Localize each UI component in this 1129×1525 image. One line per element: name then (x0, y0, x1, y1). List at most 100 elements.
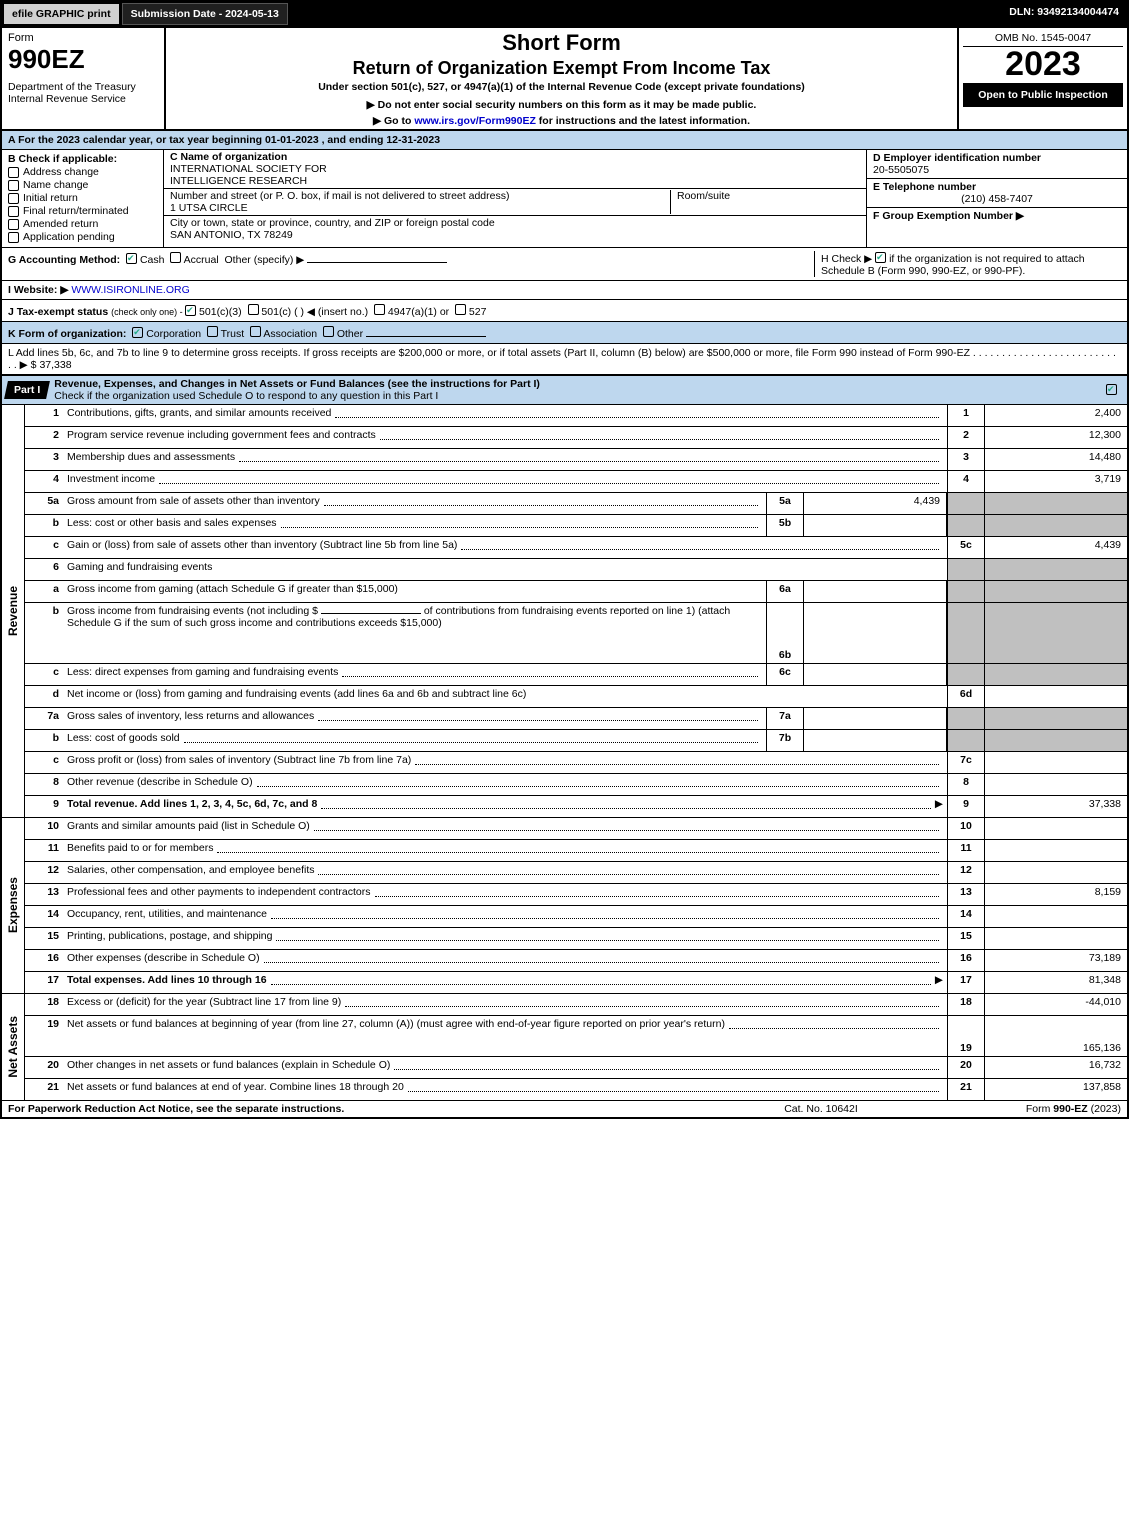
line-15: 15Printing, publications, postage, and s… (25, 928, 1127, 950)
ck-amended[interactable]: Amended return (8, 218, 157, 230)
ck-accrual[interactable] (170, 252, 181, 263)
ck-cash[interactable] (126, 253, 137, 264)
dln: DLN: 93492134004474 (1001, 2, 1127, 26)
section-c: C Name of organization INTERNATIONAL SOC… (164, 150, 867, 247)
expenses-section: Expenses 10Grants and similar amounts pa… (2, 818, 1127, 994)
k-label: K Form of organization: (8, 328, 126, 340)
ck-501c[interactable] (248, 304, 259, 315)
footer-right: Form 990-EZ (2023) (921, 1103, 1121, 1115)
line-13: 13Professional fees and other payments t… (25, 884, 1127, 906)
line-6d: dNet income or (loss) from gaming and fu… (25, 686, 1127, 708)
line-17: 17Total expenses. Add lines 10 through 1… (25, 972, 1127, 993)
ck-final-return[interactable]: Final return/terminated (8, 205, 157, 217)
line-11: 11Benefits paid to or for members11 (25, 840, 1127, 862)
subtitle: Return of Organization Exempt From Incom… (172, 58, 951, 79)
efile-print-button[interactable]: efile GRAPHIC print (3, 3, 120, 25)
line-2: 2Program service revenue including gover… (25, 427, 1127, 449)
gross-receipts: 37,338 (39, 359, 71, 371)
footer-cat: Cat. No. 10642I (721, 1103, 921, 1115)
form-page: efile GRAPHIC print Submission Date - 20… (0, 0, 1129, 1119)
city: SAN ANTONIO, TX 78249 (170, 229, 860, 241)
d-label: D Employer identification number (873, 152, 1121, 164)
line-6c: cLess: direct expenses from gaming and f… (25, 664, 1127, 686)
dept: Department of the Treasury (8, 81, 158, 93)
ck-4947[interactable] (374, 304, 385, 315)
title: Short Form (172, 30, 951, 56)
row-gh: G Accounting Method: Cash Accrual Other … (2, 248, 1127, 281)
row-l: L Add lines 5b, 6c, and 7b to line 9 to … (2, 344, 1127, 375)
line-20: 20Other changes in net assets or fund ba… (25, 1057, 1127, 1079)
row-j: J Tax-exempt status (check only one) - 5… (2, 300, 1127, 322)
part1-header: Part I Revenue, Expenses, and Changes in… (2, 375, 1127, 405)
city-label: City or town, state or province, country… (170, 217, 860, 229)
footer: For Paperwork Reduction Act Notice, see … (2, 1100, 1127, 1117)
tax-year: 2023 (963, 47, 1123, 81)
room-suite-label: Room/suite (670, 190, 797, 214)
part1-title: Revenue, Expenses, and Changes in Net As… (54, 378, 1106, 402)
header-left: Form 990EZ Department of the Treasury In… (2, 28, 166, 129)
row-i: I Website: ▶ WWW.ISIRONLINE.ORG (2, 281, 1127, 300)
open-public: Open to Public Inspection (963, 83, 1123, 107)
org-name-2: INTELLIGENCE RESEARCH (170, 175, 860, 187)
ck-app-pending[interactable]: Application pending (8, 231, 157, 243)
form-number: 990EZ (8, 44, 158, 75)
line-6b: bGross income from fundraising events (n… (25, 603, 1127, 664)
part1-label: Part I (4, 381, 50, 399)
netassets-label: Net Assets (2, 994, 25, 1100)
irs: Internal Revenue Service (8, 93, 158, 105)
phone: (210) 458-7407 (873, 193, 1121, 205)
line-3: 3Membership dues and assessments314,480 (25, 449, 1127, 471)
ck-name-change[interactable]: Name change (8, 179, 157, 191)
ck-schedule-b[interactable] (875, 252, 886, 263)
header: Form 990EZ Department of the Treasury In… (2, 28, 1127, 131)
ck-corp[interactable] (132, 327, 143, 338)
under-section: Under section 501(c), 527, or 4947(a)(1)… (172, 81, 951, 93)
line-5b: bLess: cost or other basis and sales exp… (25, 515, 1127, 537)
topbar: efile GRAPHIC print Submission Date - 20… (2, 2, 1127, 28)
row-bcdef: B Check if applicable: Address change Na… (2, 150, 1127, 248)
ck-initial-return[interactable]: Initial return (8, 192, 157, 204)
street: 1 UTSA CIRCLE (170, 202, 670, 214)
ck-other[interactable] (323, 326, 334, 337)
e-label: E Telephone number (873, 181, 1121, 193)
form-word: Form (8, 32, 158, 44)
line-8: 8Other revenue (describe in Schedule O)8 (25, 774, 1127, 796)
g-label: G Accounting Method: (8, 254, 120, 266)
section-b: B Check if applicable: Address change Na… (2, 150, 164, 247)
ck-assoc[interactable] (250, 326, 261, 337)
line-9: 9Total revenue. Add lines 1, 2, 3, 4, 5c… (25, 796, 1127, 817)
website-link[interactable]: WWW.ISIRONLINE.ORG (71, 284, 189, 296)
f-label: F Group Exemption Number ▶ (873, 210, 1121, 222)
ck-trust[interactable] (207, 326, 218, 337)
c-label: C Name of organization (170, 151, 860, 163)
line-14: 14Occupancy, rent, utilities, and mainte… (25, 906, 1127, 928)
revenue-section: Revenue 1Contributions, gifts, grants, a… (2, 405, 1127, 818)
org-name-1: INTERNATIONAL SOCIETY FOR (170, 163, 860, 175)
row-k: K Form of organization: Corporation Trus… (2, 322, 1127, 344)
i-label: I Website: ▶ (8, 284, 68, 296)
footer-left: For Paperwork Reduction Act Notice, see … (8, 1103, 721, 1115)
line-12: 12Salaries, other compensation, and empl… (25, 862, 1127, 884)
line-10: 10Grants and similar amounts paid (list … (25, 818, 1127, 840)
line-16: 16Other expenses (describe in Schedule O… (25, 950, 1127, 972)
irs-link[interactable]: www.irs.gov/Form990EZ (414, 115, 536, 127)
ck-address-change[interactable]: Address change (8, 166, 157, 178)
row-a: A For the 2023 calendar year, or tax yea… (2, 131, 1127, 150)
submission-date: Submission Date - 2024-05-13 (122, 3, 288, 25)
line-19: 19Net assets or fund balances at beginni… (25, 1016, 1127, 1057)
header-center: Short Form Return of Organization Exempt… (166, 28, 959, 129)
ck-527[interactable] (455, 304, 466, 315)
section-def: D Employer identification number 20-5505… (867, 150, 1127, 247)
note-ssn: ▶ Do not enter social security numbers o… (172, 99, 951, 111)
line-1: 1Contributions, gifts, grants, and simil… (25, 405, 1127, 427)
revenue-label: Revenue (2, 405, 25, 817)
header-right: OMB No. 1545-0047 2023 Open to Public In… (959, 28, 1127, 129)
line-7c: cGross profit or (loss) from sales of in… (25, 752, 1127, 774)
line-7b: bLess: cost of goods sold7b (25, 730, 1127, 752)
line-6: 6Gaming and fundraising events (25, 559, 1127, 581)
line-6a: aGross income from gaming (attach Schedu… (25, 581, 1127, 603)
ck-part1-scho[interactable] (1106, 384, 1117, 395)
line-18: 18Excess or (deficit) for the year (Subt… (25, 994, 1127, 1016)
ck-501c3[interactable] (185, 305, 196, 316)
note-goto: ▶ Go to www.irs.gov/Form990EZ for instru… (172, 115, 951, 127)
